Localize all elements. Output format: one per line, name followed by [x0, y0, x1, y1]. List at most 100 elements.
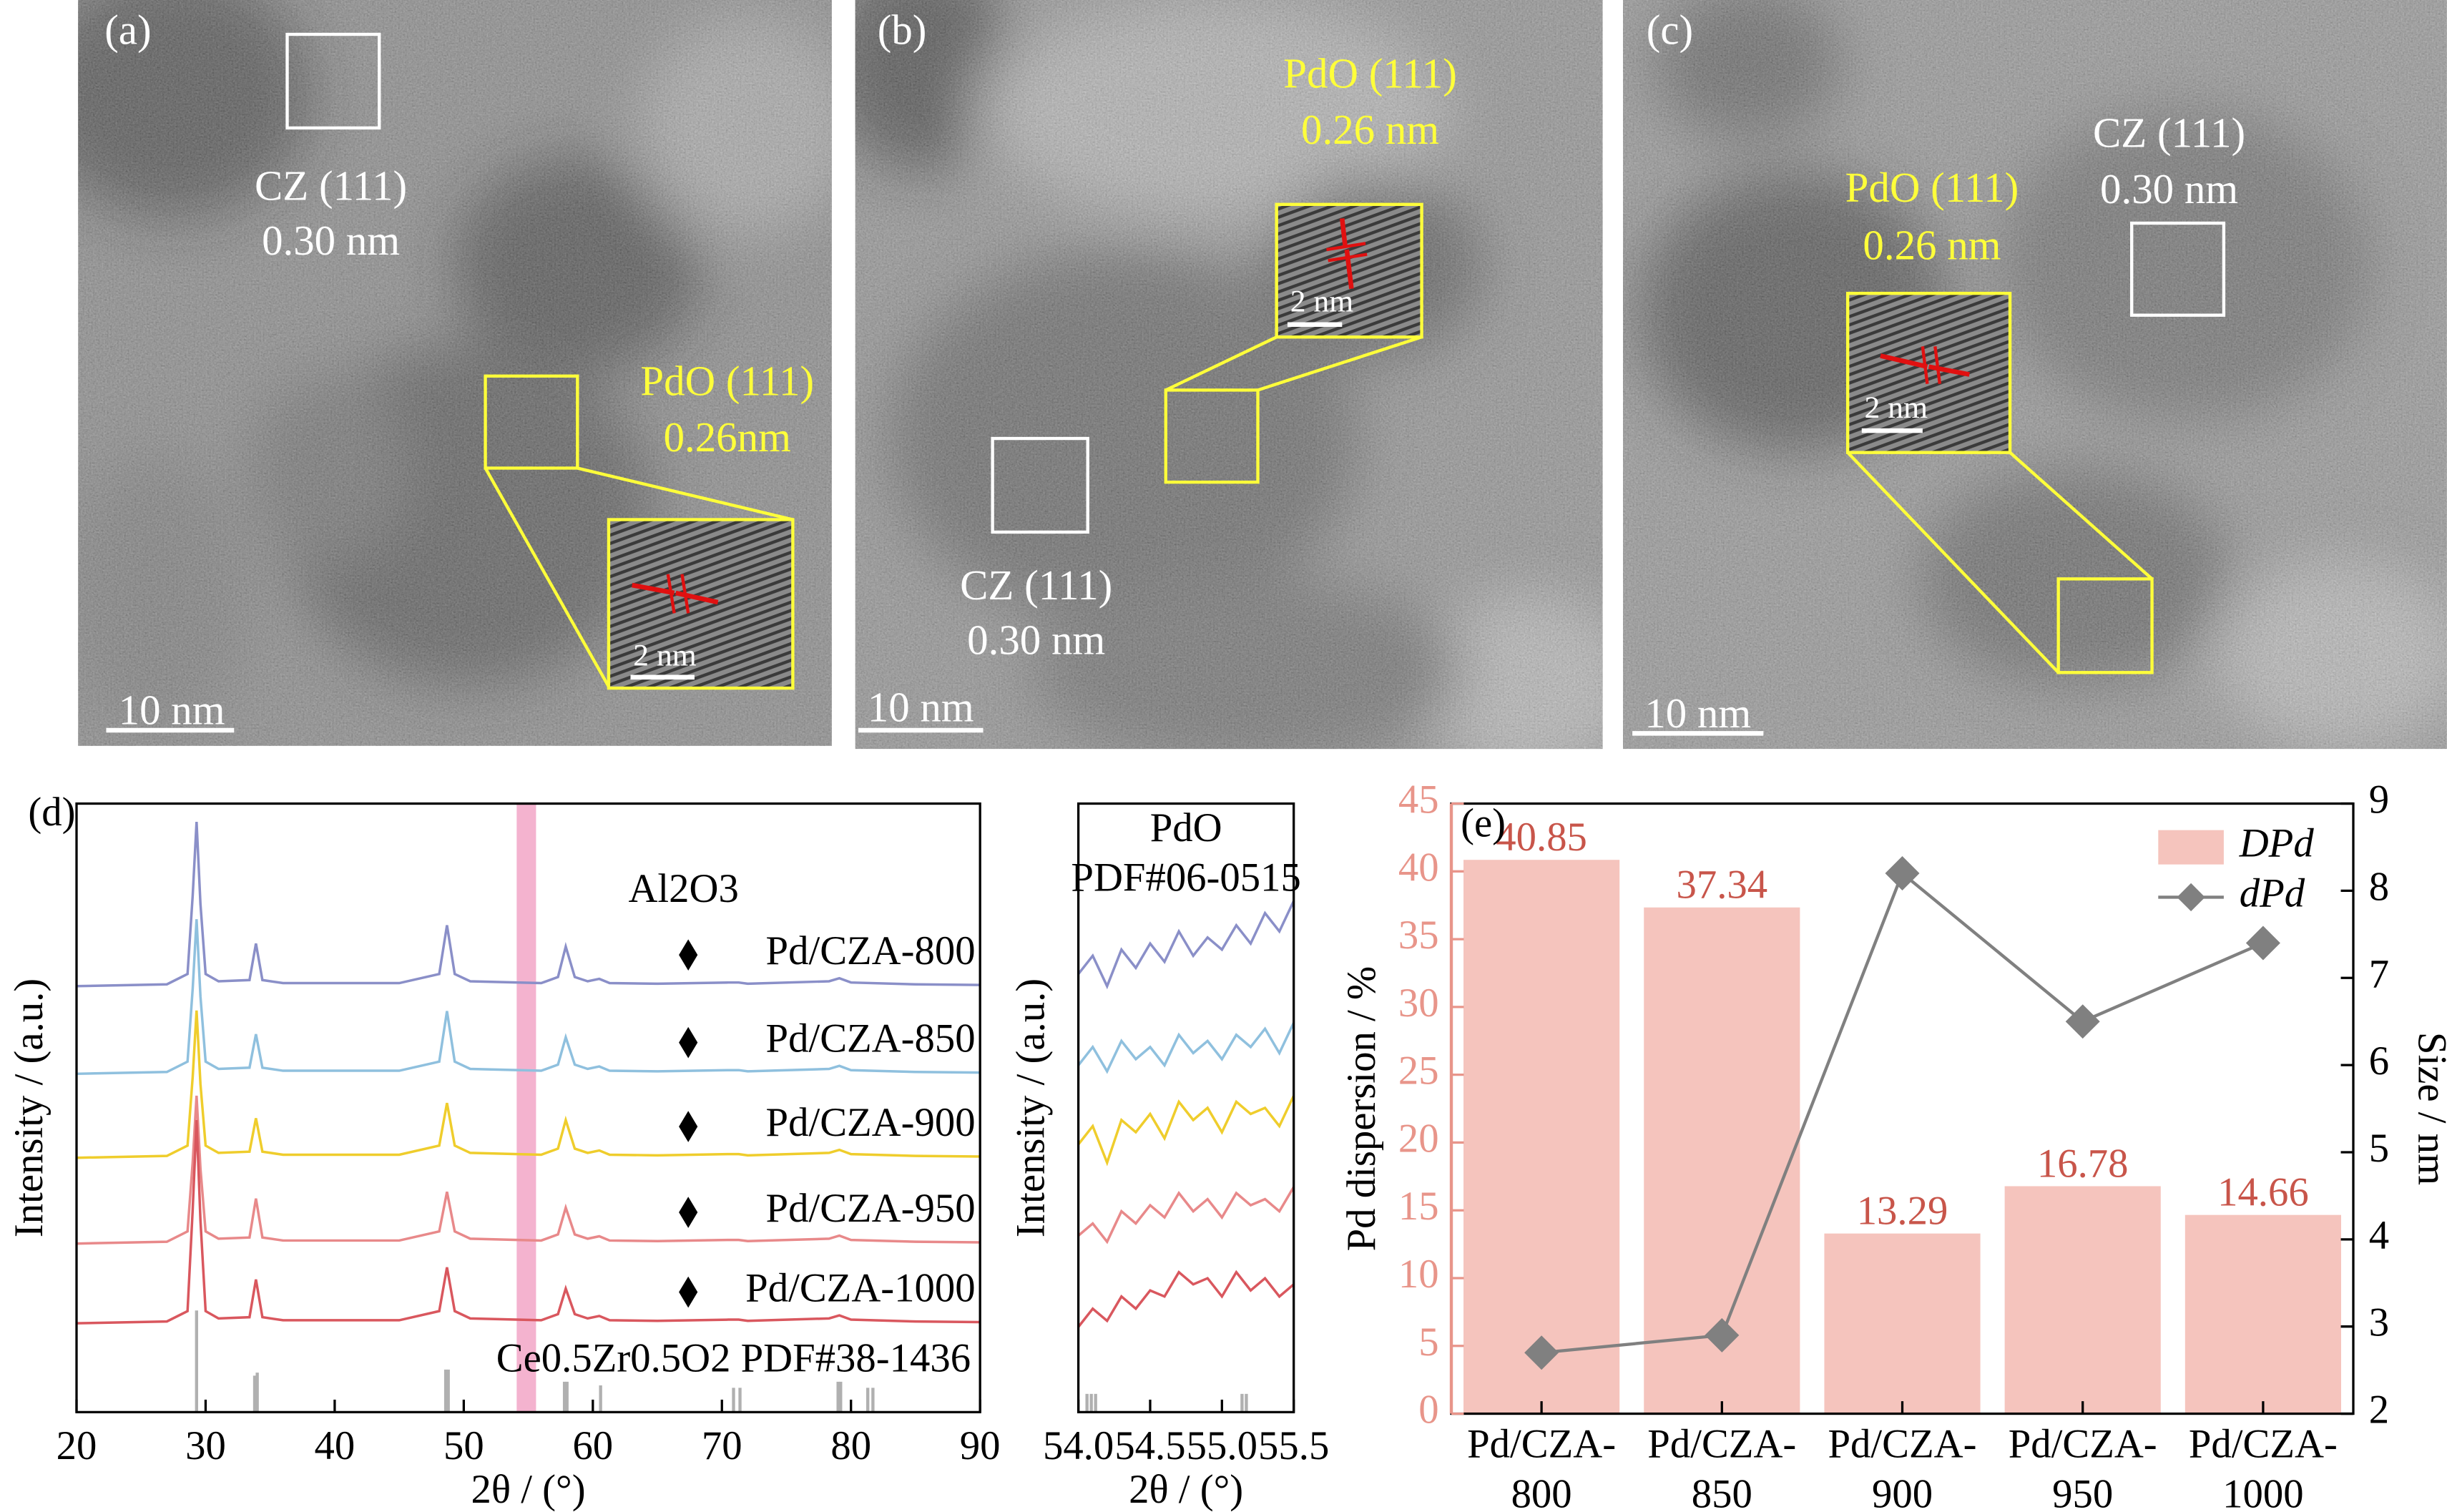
series-label: Pd/CZA-800 [766, 928, 976, 973]
chart-subtitle: PDF#06-0515 [1071, 855, 1300, 900]
x-tick-label: 50 [443, 1423, 484, 1468]
al2o3-marker [679, 1276, 698, 1308]
y-tick-label: 10 [1398, 1252, 1439, 1297]
plot-frame [1077, 802, 1295, 1414]
series-line [1077, 1095, 1295, 1167]
bar [1463, 860, 1620, 1414]
tem-image [1622, 0, 2447, 750]
x-axis-label: 2θ / (°) [1129, 1467, 1243, 1512]
tem-image [855, 0, 1603, 750]
x-tick-label: 30 [185, 1423, 226, 1468]
plot-frame [75, 802, 981, 1414]
highlight-band [516, 803, 536, 1413]
y-tick-label: 15 [1398, 1184, 1439, 1229]
x-tick-label: 90 [960, 1423, 1001, 1468]
x-tick-label-box: Pd/CZA- 950 [2008, 1421, 2157, 1512]
reference-label: Ce0.5Zr0.5O2 PDF#38-1436 [496, 1336, 971, 1381]
x-tick-label-box: Pd/CZA- 900 [1828, 1421, 1977, 1512]
bar [2004, 1186, 2161, 1414]
al2o3-marker [679, 1026, 698, 1059]
y2-tick-label: 7 [2369, 951, 2389, 996]
series-line [76, 821, 981, 988]
series-line [76, 919, 981, 1076]
legend-label: dPd [2240, 870, 2305, 915]
x-tick-label: 70 [702, 1423, 742, 1468]
al2o3-marker [679, 1197, 698, 1228]
y2-tick-label: 2 [2369, 1388, 2389, 1433]
bar [2184, 1214, 2341, 1414]
panel-label: (c) [1647, 7, 1693, 54]
x-tick-label: 54.5 [1114, 1423, 1185, 1468]
annotation: CZ (111) [2093, 109, 2245, 156]
series-line [76, 1010, 981, 1159]
value-label: 37.34 [1677, 863, 1768, 908]
annotation: 0.26 nm [1863, 222, 2001, 269]
annotation: CZ (111) [255, 163, 407, 210]
legend-swatch [2177, 883, 2205, 912]
bar [1824, 1233, 1981, 1414]
value-label: 40.85 [1496, 815, 1587, 860]
annotation: 0.30 nm [262, 217, 400, 264]
tem-overlays [106, 32, 795, 733]
tem-overlays [858, 202, 1423, 733]
x-tick-label: Pd/CZA- 1000 [2188, 1421, 2338, 1512]
x-tick-label: Pd/CZA- 800 [1467, 1421, 1617, 1512]
scale-bar-label: 2 nm [1290, 284, 1354, 318]
y2-tick-label: 6 [2369, 1039, 2389, 1084]
y2-tick-label: 4 [2369, 1213, 2389, 1258]
annotation: CZ (111) [960, 562, 1112, 609]
y-tick-label: 0 [1418, 1388, 1438, 1433]
scale-bar-label: 10 nm [1644, 690, 1751, 737]
x-tick-label: Pd/CZA- 900 [1828, 1421, 1977, 1512]
annotation: 0.30 nm [967, 617, 1105, 664]
annotation: PdO (111) [640, 358, 814, 404]
y-tick-label: 35 [1398, 913, 1439, 958]
value-label: 14.66 [2217, 1169, 2309, 1214]
y2-axis-label: Size / nm [2410, 1032, 2447, 1185]
x-tick-label: Pd/CZA- 950 [2008, 1421, 2157, 1512]
x-axis-label: 2θ / (°) [471, 1467, 586, 1512]
panel-label: (e) [1461, 800, 1506, 845]
x-tick-label: 40 [315, 1423, 355, 1468]
series-line [1077, 1022, 1295, 1074]
annotation: 0.26 nm [1301, 107, 1439, 153]
x-tick-label: 55.0 [1187, 1423, 1257, 1468]
annotation: 0.26nm [664, 414, 791, 461]
series-line [1077, 1186, 1295, 1245]
y-tick-label: 20 [1398, 1116, 1439, 1161]
annotation: Al2O3 [628, 866, 738, 911]
y2-tick-label: 8 [2369, 864, 2389, 909]
series-label: Pd/CZA-850 [766, 1016, 976, 1061]
y-axis-label: Intensity / (a.u.) [6, 978, 52, 1237]
line-marker [1705, 1317, 1740, 1353]
series-label: Pd/CZA-1000 [745, 1266, 975, 1311]
x-tick-label: Pd/CZA- 850 [1647, 1421, 1797, 1512]
line-marker [1885, 856, 1920, 891]
series-line [76, 1095, 981, 1245]
x-tick-label: 20 [57, 1423, 97, 1468]
y-axis-label: Intensity / (a.u.) [1009, 978, 1054, 1237]
panel-label: (a) [104, 7, 151, 54]
x-tick-label-box: Pd/CZA- 1000 [2188, 1421, 2338, 1512]
y-axis-label: Pd dispersion / % [1339, 966, 1384, 1252]
value-label: 16.78 [2037, 1141, 2129, 1186]
tem-image [78, 0, 832, 746]
annotation: 0.30 nm [2100, 166, 2238, 212]
y-tick-label: 25 [1398, 1049, 1439, 1094]
x-tick-label: 80 [830, 1423, 871, 1468]
y-tick-label: 5 [1418, 1320, 1438, 1365]
line-marker [2065, 1004, 2100, 1039]
y2-tick-label: 5 [2369, 1126, 2389, 1171]
value-label: 13.29 [1857, 1188, 1948, 1233]
y-tick-label: 30 [1398, 981, 1439, 1026]
panel-label: (b) [878, 7, 927, 54]
al2o3-marker [679, 1111, 698, 1142]
legend-swatch [2158, 830, 2224, 865]
annotation: PdO (111) [1845, 165, 2019, 211]
x-tick-label-box: Pd/CZA- 800 [1467, 1421, 1617, 1512]
scale-bar-label: 2 nm [1865, 391, 1928, 425]
panel-label: (d) [28, 790, 75, 835]
series-line [1077, 1270, 1295, 1328]
annotation: PdO (111) [1283, 51, 1457, 97]
